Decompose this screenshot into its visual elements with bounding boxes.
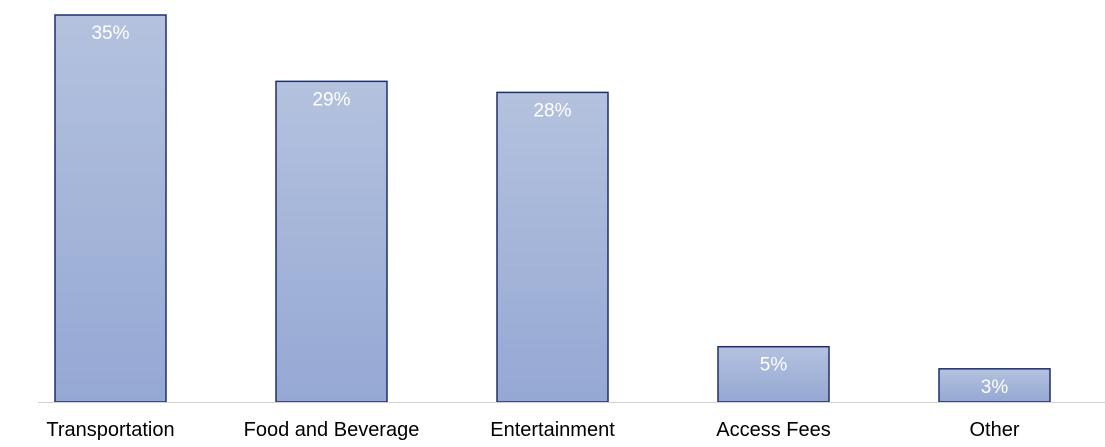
bar-food-and-beverage: [275, 80, 388, 403]
data-label: 28%: [533, 100, 571, 121]
data-label: 3%: [981, 377, 1009, 398]
bar-entertainment: [496, 91, 609, 403]
data-label: 35%: [91, 23, 129, 44]
category-label: Entertainment: [490, 419, 615, 441]
category-label: Other: [969, 419, 1019, 441]
bar-other: [938, 368, 1051, 403]
category-label: Transportation: [46, 419, 174, 441]
bar-transportation: [54, 14, 167, 403]
labels-layer: 35% Transportation 29% Food and Beverage 28%…: [46, 23, 1019, 441]
bars-layer: [54, 14, 1051, 403]
data-label: 29%: [312, 89, 350, 110]
bar-access-fees: [717, 345, 830, 403]
category-label: Access Fees: [716, 419, 830, 441]
category-label: Food and Beverage: [244, 419, 420, 441]
data-label: 5%: [760, 355, 788, 376]
